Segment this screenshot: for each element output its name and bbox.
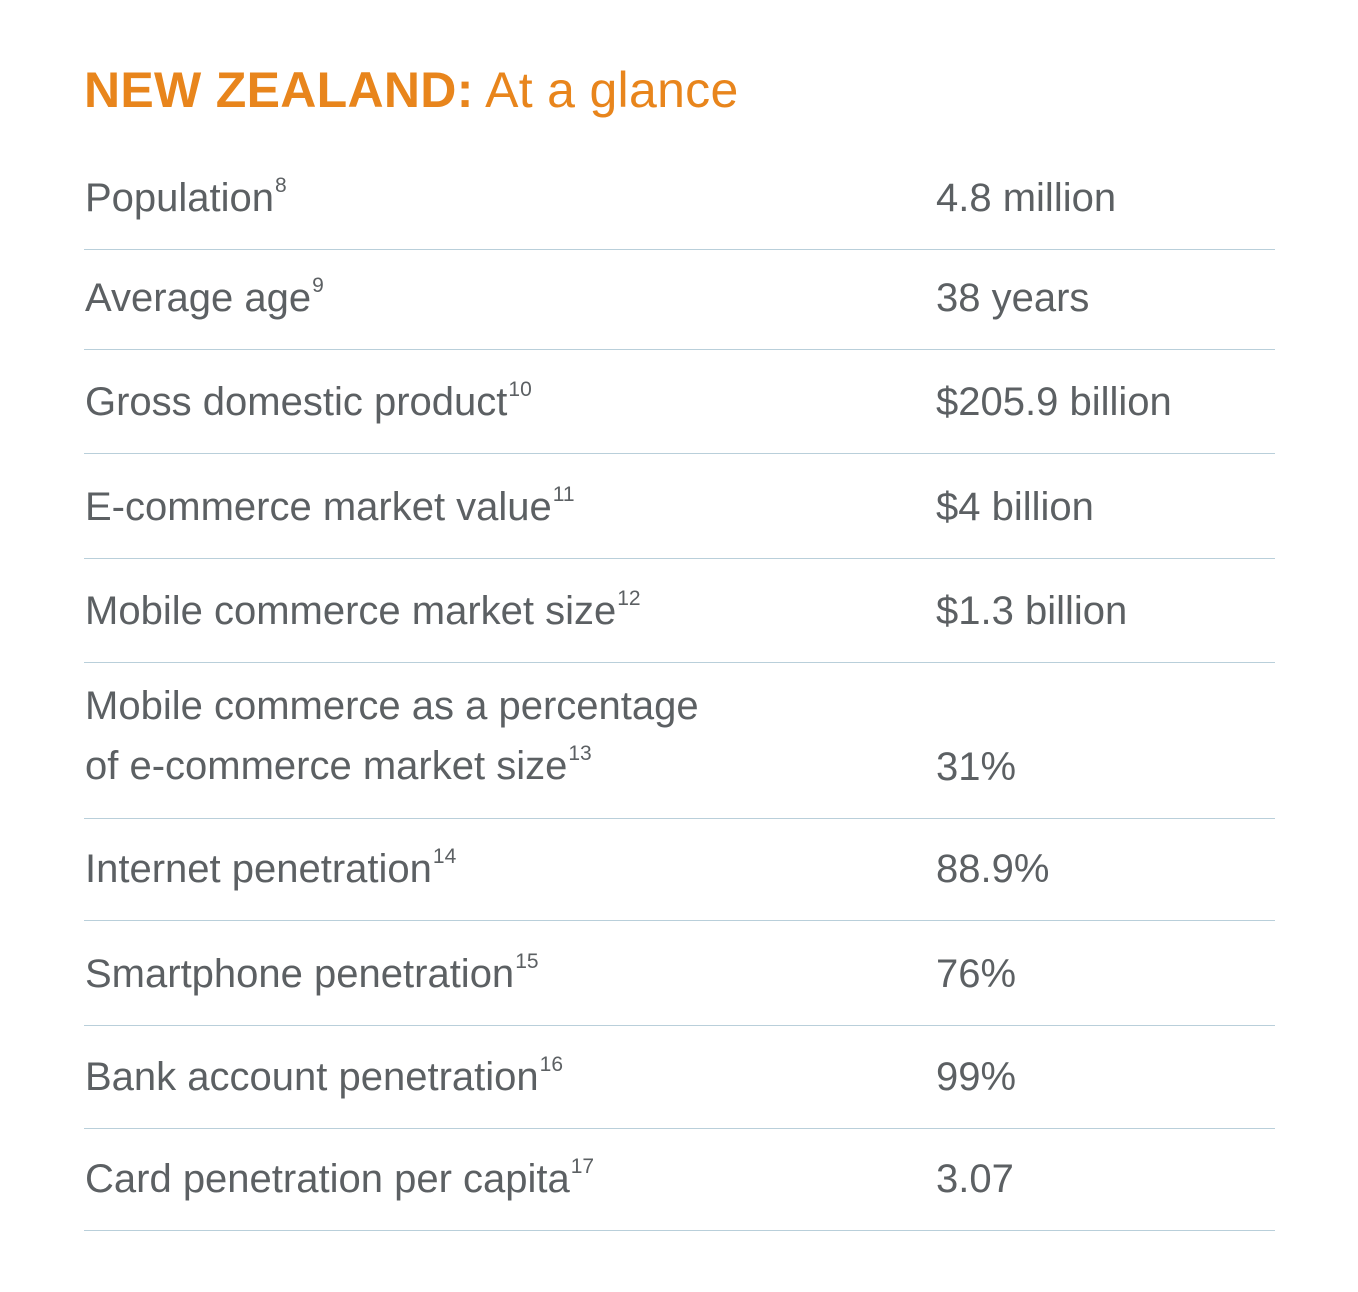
stat-value: 4.8 million	[936, 176, 1117, 220]
stat-value: 38 years	[936, 276, 1090, 320]
stat-label-text: Bank account penetration	[85, 1055, 539, 1099]
footnote-ref: 8	[275, 174, 287, 197]
page-title: NEW ZEALAND: At a glance	[84, 58, 739, 122]
footnote-ref: 11	[552, 483, 575, 506]
footnote-ref: 16	[539, 1053, 564, 1076]
stat-value: $205.9 billion	[936, 380, 1172, 424]
stat-value: 3.07	[936, 1157, 1014, 1201]
stat-label: Mobile commerce as a percentage of e-comm…	[85, 676, 865, 796]
footnote-ref: 15	[515, 950, 539, 973]
stat-label-text: Gross domestic product	[85, 380, 508, 424]
stat-row-card-penetration: Card penetration per capita17 3.07	[84, 1129, 1275, 1231]
stat-label-text: Mobile commerce market size	[85, 589, 617, 633]
stat-value: $4 billion	[936, 485, 1094, 529]
stat-label-text: Internet penetration	[85, 847, 432, 891]
stat-row-mobile-commerce-percentage: Mobile commerce as a percentage of e-comm…	[84, 663, 1275, 819]
stat-row-average-age: Average age9 38 years	[84, 250, 1275, 350]
stat-row-mobile-commerce-size: Mobile commerce market size12 $1.3 billi…	[84, 559, 1275, 663]
stat-label-line1: Mobile commerce as a percentage	[85, 684, 699, 728]
stat-row-gdp: Gross domestic product10 $205.9 billion	[84, 350, 1275, 454]
stat-label-text: Average age	[85, 276, 312, 320]
stats-table: Population8 4.8 million Average age9 38 …	[84, 146, 1275, 1231]
stat-label-text: Smartphone penetration	[85, 952, 515, 996]
stat-value: 31%	[936, 745, 1017, 789]
stat-label-text: Card penetration per capita	[85, 1157, 570, 1201]
stat-label-text: Population	[85, 176, 275, 220]
stat-label: Smartphone penetration15	[85, 951, 865, 997]
footnote-ref: 9	[312, 274, 324, 297]
stat-value: 88.9%	[936, 847, 1050, 891]
stat-row-smartphone-penetration: Smartphone penetration15 76%	[84, 921, 1275, 1026]
stat-label: E-commerce market value11	[85, 484, 865, 530]
stat-label: Card penetration per capita17	[85, 1156, 865, 1202]
stat-label: Mobile commerce market size12	[85, 588, 865, 634]
footnote-ref: 12	[617, 587, 641, 610]
stat-label: Bank account penetration16	[85, 1054, 865, 1100]
stat-label-text: of e-commerce market size	[85, 744, 568, 788]
stat-label: Population8	[85, 175, 865, 221]
stat-value: 76%	[936, 952, 1017, 996]
stat-row-bank-account-penetration: Bank account penetration16 99%	[84, 1026, 1275, 1129]
stat-row-ecommerce-value: E-commerce market value11 $4 billion	[84, 454, 1275, 559]
stat-row-population: Population8 4.8 million	[84, 146, 1275, 250]
title-subtitle: At a glance	[485, 62, 739, 118]
stat-value: $1.3 billion	[936, 589, 1128, 633]
stat-label: Average age9	[85, 275, 865, 321]
footnote-ref: 14	[432, 845, 457, 868]
footnote-ref: 17	[570, 1155, 595, 1178]
stat-label-text: E-commerce market value	[85, 485, 552, 529]
stat-row-internet-penetration: Internet penetration14 88.9%	[84, 819, 1275, 921]
stat-value: 99%	[936, 1055, 1017, 1099]
stat-label: Internet penetration14	[85, 846, 865, 892]
footnote-ref: 10	[508, 378, 532, 401]
title-country: NEW ZEALAND:	[84, 62, 474, 118]
footnote-ref: 13	[568, 742, 592, 765]
stat-label: Gross domestic product10	[85, 379, 865, 425]
